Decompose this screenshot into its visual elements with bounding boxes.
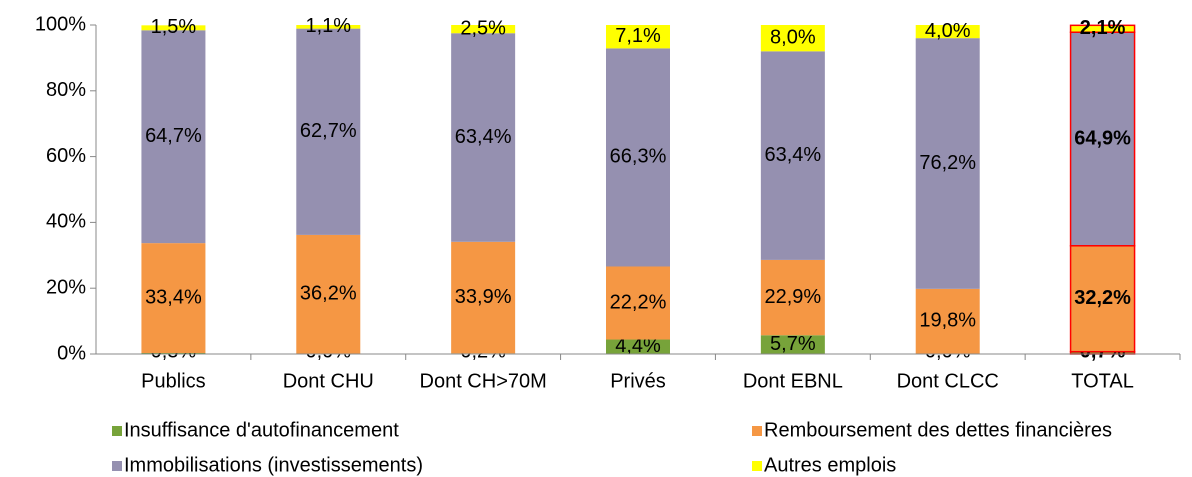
y-tick-label: 0%: [57, 342, 86, 364]
value-label: 62,7%: [300, 120, 357, 142]
value-label: 64,7%: [145, 125, 202, 147]
x-tick-label: Publics: [141, 370, 205, 392]
x-tick-label: Dont CLCC: [897, 370, 999, 392]
bar-segment: [606, 339, 670, 354]
bar-segment: [141, 30, 206, 244]
legend-label: Insuffisance d'autofinancement: [124, 419, 399, 441]
value-label: 2,5%: [460, 17, 506, 39]
legend-label: Immobilisations (investissements): [124, 454, 423, 476]
value-label: 63,4%: [764, 144, 821, 166]
x-tick-label: Dont EBNL: [743, 370, 843, 392]
bar-segment: [1069, 245, 1136, 353]
legend-label: Autres emplois: [764, 454, 896, 476]
bar-segment: [606, 48, 670, 267]
x-tick-label: Privés: [610, 370, 666, 392]
bar-segment: [296, 28, 361, 235]
y-tick-label: 100%: [35, 13, 86, 35]
value-label: 76,2%: [919, 152, 976, 174]
value-label: 33,9%: [455, 286, 512, 308]
bar-segment: [760, 25, 825, 52]
value-label: 36,2%: [300, 283, 357, 305]
value-label: 1,1%: [305, 15, 351, 37]
y-tick-label: 20%: [46, 276, 86, 298]
value-label: 7,1%: [615, 25, 661, 47]
value-label: 33,4%: [145, 286, 202, 308]
legend-swatch: [752, 426, 762, 436]
value-label: 19,8%: [919, 310, 976, 332]
value-label: 22,9%: [764, 286, 821, 308]
legend-swatch: [112, 461, 122, 471]
bar-segment: [1069, 31, 1136, 247]
value-label: 22,2%: [610, 291, 667, 313]
bar-segment: [915, 288, 980, 354]
value-label: 1,5%: [151, 16, 197, 38]
bar-segment: [451, 33, 516, 242]
bar-segment: [760, 335, 825, 354]
bar-segment: [451, 241, 516, 354]
x-tick-label: Dont CH>70M: [420, 370, 547, 392]
bar-segment: [606, 266, 670, 340]
value-label: 2,1%: [1080, 17, 1126, 39]
bar-segment: [606, 25, 670, 49]
value-label: 4,4%: [615, 335, 661, 357]
y-tick-label: 40%: [46, 211, 86, 233]
bar-segment: [141, 25, 206, 31]
bar-segment: [760, 259, 825, 336]
bar-segment: [141, 243, 206, 354]
bar-segment: [296, 25, 361, 29]
bar-segment: [915, 38, 980, 289]
value-label: 4,0%: [925, 20, 971, 42]
value-label: 8,0%: [770, 26, 816, 48]
x-tick-label: TOTAL: [1071, 370, 1134, 392]
bar-segment: [296, 234, 361, 354]
legend-swatch: [112, 426, 122, 436]
legend-swatch: [752, 461, 762, 471]
bar-segment: [915, 25, 980, 39]
value-label: 32,2%: [1074, 287, 1131, 309]
bar-segment: [451, 25, 516, 34]
value-label: 66,3%: [610, 146, 667, 168]
bar-segment: [760, 51, 825, 260]
value-label: 5,7%: [770, 333, 816, 355]
x-tick-label: Dont CHU: [283, 370, 374, 392]
value-label: 63,4%: [455, 126, 512, 148]
value-label: 64,9%: [1074, 127, 1131, 149]
y-tick-label: 60%: [46, 145, 86, 167]
y-tick-label: 80%: [46, 79, 86, 101]
legend-label: Remboursement des dettes financières: [764, 419, 1112, 441]
bar-segment: [1069, 24, 1136, 33]
